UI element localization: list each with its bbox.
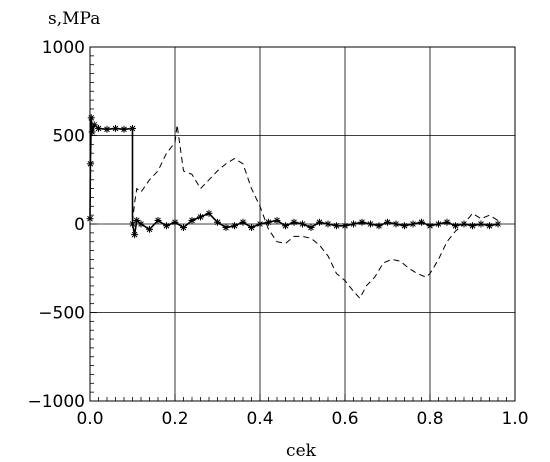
asterisk-marker bbox=[256, 220, 264, 228]
asterisk-marker bbox=[333, 222, 340, 230]
asterisk-marker bbox=[120, 125, 128, 133]
plot-frame bbox=[89, 46, 516, 402]
x-axis-title: cek bbox=[286, 441, 317, 461]
asterisk-marker bbox=[154, 216, 162, 224]
asterisk-marker bbox=[282, 222, 289, 230]
asterisk-marker bbox=[222, 224, 230, 232]
asterisk-marker bbox=[131, 231, 139, 239]
asterisk-marker bbox=[163, 222, 170, 230]
asterisk-marker bbox=[197, 213, 204, 221]
y-tick-label: 1000 bbox=[42, 38, 85, 58]
x-tick-label: 0.0 bbox=[76, 409, 103, 429]
asterisk-marker bbox=[103, 125, 111, 133]
asterisk-marker bbox=[307, 224, 315, 232]
asterisk-marker bbox=[290, 218, 298, 226]
asterisk-marker bbox=[273, 216, 281, 224]
asterisk-marker bbox=[129, 124, 136, 132]
asterisk-marker bbox=[248, 224, 255, 232]
asterisk-marker bbox=[486, 222, 493, 230]
asterisk-marker bbox=[384, 218, 391, 226]
asterisk-marker bbox=[112, 124, 119, 132]
asterisk-marker bbox=[358, 218, 366, 226]
asterisk-marker bbox=[375, 222, 383, 230]
asterisk-marker bbox=[316, 218, 323, 226]
x-tick-label: 0.2 bbox=[161, 409, 188, 429]
asterisk-marker bbox=[443, 218, 451, 226]
y-tick-label: −1000 bbox=[27, 392, 85, 412]
asterisk-marker bbox=[299, 220, 306, 228]
x-tick-label: 0.8 bbox=[416, 409, 443, 429]
asterisk-marker bbox=[435, 220, 442, 228]
x-tick-label: 0.6 bbox=[331, 409, 358, 429]
asterisk-marker bbox=[188, 216, 196, 224]
asterisk-marker bbox=[494, 220, 502, 228]
series-dashed-line bbox=[132, 124, 499, 300]
asterisk-marker bbox=[350, 220, 357, 228]
asterisk-marker bbox=[87, 114, 95, 122]
asterisk-marker bbox=[341, 222, 349, 230]
asterisk-marker bbox=[180, 224, 187, 232]
asterisk-marker bbox=[90, 121, 98, 129]
tick-labels: 0.0 0.2 0.4 0.6 0.8 1.0 −1000 −500 0 500 1000 bbox=[27, 38, 528, 429]
asterisk-marker bbox=[239, 218, 247, 226]
asterisk-marker bbox=[409, 220, 417, 228]
asterisk-marker bbox=[171, 218, 179, 226]
asterisk-marker bbox=[418, 218, 425, 226]
asterisk-marker bbox=[426, 222, 434, 230]
asterisk-marker bbox=[324, 220, 332, 228]
asterisk-marker bbox=[367, 220, 374, 228]
asterisk-marker bbox=[205, 209, 213, 217]
asterisk-marker bbox=[265, 218, 272, 226]
y-tick-label: 500 bbox=[53, 127, 85, 147]
x-tick-label: 1.0 bbox=[501, 409, 528, 429]
asterisk-marker bbox=[452, 222, 459, 230]
asterisk-marker bbox=[95, 124, 102, 132]
y-tick-label: 0 bbox=[74, 215, 85, 235]
asterisk-marker bbox=[469, 222, 476, 230]
y-tick-label: −500 bbox=[38, 304, 85, 324]
asterisk-marker bbox=[401, 222, 408, 230]
asterisk-marker bbox=[392, 220, 400, 228]
x-tick-label: 0.4 bbox=[246, 409, 273, 429]
asterisk-marker bbox=[146, 225, 153, 233]
asterisk-marker bbox=[231, 222, 238, 230]
asterisk-marker bbox=[137, 220, 145, 228]
y-axis-title: s,MPa bbox=[48, 9, 100, 29]
asterisk-marker bbox=[133, 216, 141, 224]
series-layer bbox=[86, 114, 502, 300]
asterisk-marker bbox=[214, 218, 221, 226]
asterisk-marker bbox=[477, 220, 485, 228]
